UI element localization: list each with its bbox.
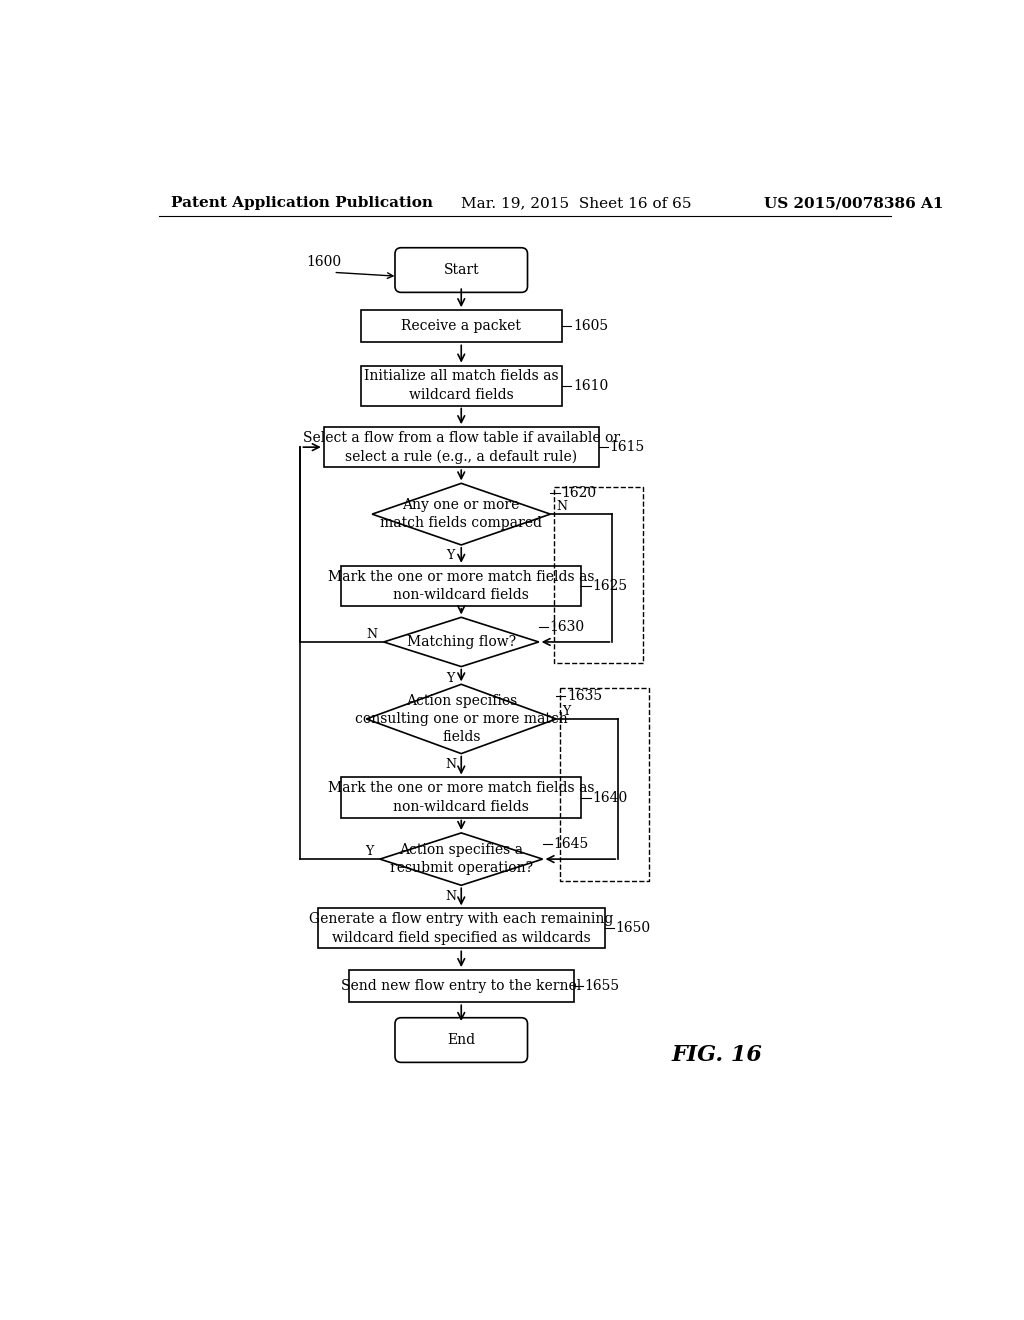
FancyBboxPatch shape <box>395 248 527 293</box>
Text: US 2015/0078386 A1: US 2015/0078386 A1 <box>764 197 943 210</box>
Text: Y: Y <box>366 845 374 858</box>
Polygon shape <box>367 684 556 754</box>
Text: Send new flow entry to the kernel: Send new flow entry to the kernel <box>341 979 582 993</box>
Bar <box>341 777 582 817</box>
Text: Y: Y <box>562 705 570 718</box>
Polygon shape <box>372 483 550 545</box>
Text: N: N <box>367 628 378 640</box>
Text: 1645: 1645 <box>554 837 589 850</box>
Bar <box>360 366 562 405</box>
Text: 1615: 1615 <box>609 440 645 454</box>
Text: N: N <box>557 500 567 513</box>
Text: Y: Y <box>446 672 455 685</box>
Text: 1620: 1620 <box>561 486 596 499</box>
Text: 1625: 1625 <box>592 578 628 593</box>
Text: FIG. 16: FIG. 16 <box>672 1044 763 1067</box>
Text: 1605: 1605 <box>572 319 608 333</box>
Text: 1610: 1610 <box>572 379 608 392</box>
Text: Generate a flow entry with each remaining
wildcard field specified as wildcards: Generate a flow entry with each remainin… <box>309 912 613 945</box>
Text: Action specifies
consulting one or more match
fields: Action specifies consulting one or more … <box>355 693 567 744</box>
Polygon shape <box>380 833 543 886</box>
Text: Select a flow from a flow table if available or
select a rule (e.g., a default r: Select a flow from a flow table if avail… <box>303 430 620 463</box>
Polygon shape <box>384 618 539 667</box>
FancyBboxPatch shape <box>395 1018 527 1063</box>
Text: Any one or more
match fields compared: Any one or more match fields compared <box>380 498 543 531</box>
Text: N: N <box>444 758 456 771</box>
Text: 1630: 1630 <box>550 619 585 634</box>
Text: 1640: 1640 <box>592 791 628 804</box>
Text: Receive a packet: Receive a packet <box>401 319 521 333</box>
Bar <box>341 566 582 606</box>
Bar <box>349 970 573 1002</box>
Text: 1600: 1600 <box>306 255 341 269</box>
Text: End: End <box>447 1034 475 1047</box>
Text: Action specifies a
resubmit operation?: Action specifies a resubmit operation? <box>390 843 532 875</box>
Text: 1635: 1635 <box>567 689 602 702</box>
Text: Matching flow?: Matching flow? <box>407 635 516 649</box>
Bar <box>360 310 562 342</box>
Text: 1655: 1655 <box>585 979 620 993</box>
Text: 1650: 1650 <box>615 921 650 936</box>
Bar <box>317 908 604 948</box>
Text: Mark the one or more match fields as
non-wildcard fields: Mark the one or more match fields as non… <box>328 781 595 813</box>
Bar <box>324 428 599 467</box>
Text: Start: Start <box>443 263 479 277</box>
Text: Mar. 19, 2015  Sheet 16 of 65: Mar. 19, 2015 Sheet 16 of 65 <box>461 197 692 210</box>
Text: Mark the one or more match fields as
non-wildcard fields: Mark the one or more match fields as non… <box>328 569 595 602</box>
Text: N: N <box>444 890 456 903</box>
Text: Patent Application Publication: Patent Application Publication <box>171 197 432 210</box>
Bar <box>560 688 649 882</box>
Text: Initialize all match fields as
wildcard fields: Initialize all match fields as wildcard … <box>364 370 558 401</box>
Text: Y: Y <box>446 549 455 562</box>
Bar <box>554 487 643 663</box>
